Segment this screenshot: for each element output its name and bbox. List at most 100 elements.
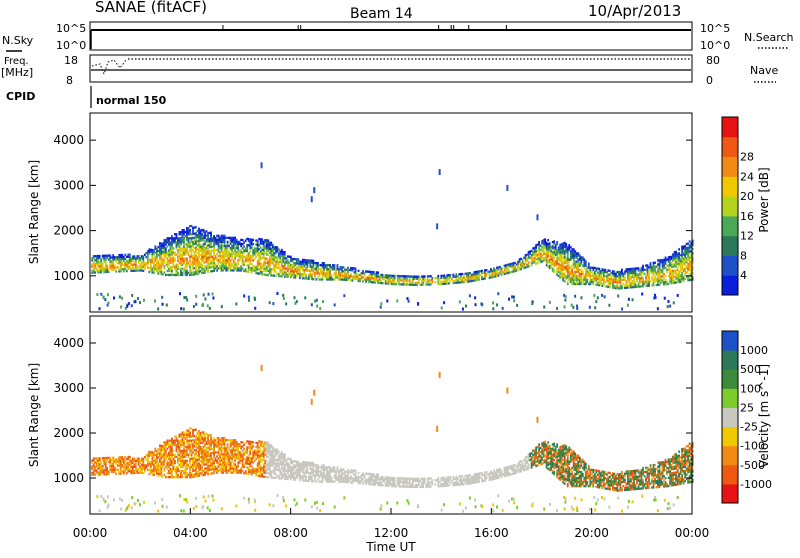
velocity-pixel — [179, 454, 181, 456]
power-pixel — [573, 281, 575, 283]
velocity-pixel — [182, 466, 184, 468]
power-pixel — [216, 253, 218, 255]
power-pixel — [516, 304, 518, 307]
power-pixel — [343, 294, 345, 297]
power-pixel — [252, 239, 254, 241]
power-pixel — [350, 273, 352, 275]
velocity-pixel — [112, 463, 114, 465]
power-pixel — [204, 297, 206, 300]
power-pixel — [642, 285, 644, 287]
power-pixel — [102, 295, 104, 298]
velocity-pixel — [237, 463, 239, 465]
power-pixel — [182, 255, 184, 257]
nsky-panel-frame — [90, 22, 692, 50]
power-pixel — [161, 296, 163, 299]
power-pixel — [167, 245, 169, 247]
power-pixel — [502, 307, 504, 310]
power-pixel — [306, 265, 308, 267]
velocity-pixel — [221, 445, 223, 447]
power-pixel — [234, 261, 236, 263]
power-pixel — [171, 268, 173, 270]
power-pixel — [621, 287, 623, 289]
power-pixel — [613, 270, 615, 272]
power-pixel — [171, 249, 173, 251]
power-pixel — [492, 307, 494, 310]
velocity-pixel — [177, 468, 179, 470]
power-pixel — [653, 282, 655, 284]
power-pixel — [394, 279, 396, 281]
power-pixel — [139, 301, 141, 304]
power-pixel — [234, 257, 236, 259]
power-pixel — [188, 227, 190, 229]
power-pixel — [283, 297, 285, 300]
power-pixel — [243, 245, 245, 247]
power-pixel — [589, 269, 591, 271]
power-pixel — [506, 185, 508, 191]
power-pixel — [465, 305, 467, 308]
power-pixel — [160, 267, 162, 269]
velocity-pixel — [225, 465, 227, 467]
power-pixel — [437, 275, 439, 277]
velocity-pixel — [233, 461, 235, 463]
power-pixel — [531, 302, 533, 305]
power-pixel — [185, 268, 187, 270]
velocity-pixel — [230, 461, 232, 463]
power-pixel — [319, 307, 321, 310]
power-pixel — [120, 305, 122, 308]
velocity-pixel — [234, 459, 236, 461]
velocity-pixel — [167, 448, 169, 450]
power-pixel — [160, 269, 162, 271]
velocity-pixel — [227, 445, 229, 447]
power-pixel — [673, 301, 675, 304]
power-pixel — [160, 271, 162, 273]
power-pixel — [131, 294, 133, 297]
power-pixel — [173, 247, 175, 249]
velocity-pixel — [263, 457, 265, 459]
power-pixel — [162, 303, 164, 306]
power-pixel — [681, 272, 683, 274]
power-pixel — [537, 262, 539, 264]
power-pixel — [568, 260, 570, 262]
velocity-pixel — [115, 473, 117, 475]
velocity-pixel — [180, 472, 182, 474]
power-pixel — [236, 239, 238, 241]
power-pixel — [171, 272, 173, 274]
velocity-pixel — [174, 442, 176, 444]
velocity-pixel — [227, 449, 229, 451]
cpid-value: normal 150 — [96, 94, 167, 107]
power-pixel — [382, 282, 384, 284]
power-pixel — [572, 306, 574, 309]
velocity-pixel — [165, 450, 167, 452]
power-pixel — [621, 269, 623, 271]
power-pixel — [287, 259, 289, 261]
power-pixel — [134, 300, 136, 303]
power-pixel — [531, 264, 533, 266]
power-pixel — [218, 263, 220, 265]
power-pixel — [478, 278, 480, 280]
power-pixel — [144, 268, 146, 270]
power-pixel — [586, 281, 588, 283]
power-pixel — [571, 271, 573, 273]
velocity-pixel — [173, 450, 175, 452]
power-pixel — [183, 241, 185, 243]
velocity-pixel — [171, 456, 173, 458]
power-pixel — [305, 273, 307, 275]
power-pixel — [100, 293, 102, 296]
velocity-pixel — [163, 461, 165, 463]
power-pixel — [231, 249, 233, 251]
power-pixel — [580, 262, 582, 264]
velocity-pixel — [183, 435, 185, 437]
power-pixel — [195, 295, 197, 298]
power-pixel — [221, 243, 223, 245]
power-pixel — [650, 280, 652, 282]
velocity-pixel — [171, 438, 173, 440]
power-pixel — [582, 271, 584, 273]
velocity-pixel — [171, 474, 173, 476]
power-pixel — [186, 247, 188, 249]
power-pixel — [556, 307, 558, 310]
velocity-pixel — [185, 470, 187, 472]
velocity-pixel — [179, 448, 181, 450]
power-pixel — [316, 305, 318, 308]
power-pixel — [270, 272, 272, 274]
power-pixel — [186, 258, 188, 260]
